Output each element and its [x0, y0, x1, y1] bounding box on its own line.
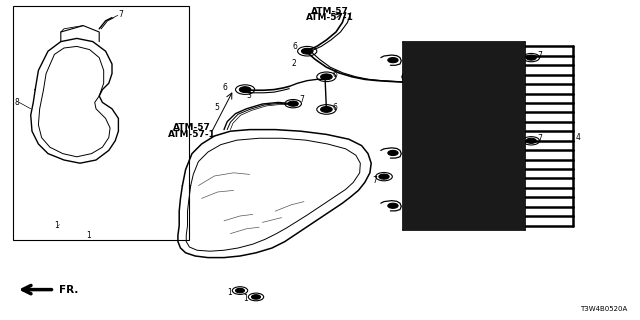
Circle shape: [321, 74, 332, 80]
Circle shape: [95, 231, 104, 236]
Circle shape: [388, 58, 398, 63]
Circle shape: [108, 15, 119, 21]
Text: 5: 5: [214, 103, 220, 112]
Text: 6: 6: [333, 70, 338, 79]
Circle shape: [301, 48, 313, 54]
Text: ATM-57-1: ATM-57-1: [168, 130, 216, 139]
Circle shape: [526, 55, 536, 60]
Circle shape: [526, 138, 536, 143]
Text: ATM-57: ATM-57: [173, 124, 211, 132]
Text: 6: 6: [333, 103, 338, 112]
Text: ATM-57: ATM-57: [310, 7, 349, 16]
Text: 2: 2: [291, 60, 296, 68]
Text: 1: 1: [86, 231, 91, 240]
Circle shape: [388, 203, 398, 208]
Text: 1: 1: [54, 221, 59, 230]
Circle shape: [63, 222, 72, 226]
Text: 7: 7: [538, 51, 543, 60]
Text: 8: 8: [14, 98, 19, 107]
Text: T3W4B0520A: T3W4B0520A: [580, 306, 627, 312]
Text: 7: 7: [372, 176, 378, 185]
Text: 1: 1: [243, 294, 248, 303]
Text: 4: 4: [576, 133, 581, 142]
Circle shape: [252, 295, 260, 299]
Circle shape: [379, 174, 389, 179]
Circle shape: [236, 288, 244, 293]
Bar: [403, 42, 525, 230]
Text: 7: 7: [118, 10, 124, 19]
Text: 6: 6: [292, 42, 297, 51]
Circle shape: [88, 29, 98, 35]
Text: 1: 1: [227, 288, 232, 297]
Circle shape: [239, 87, 251, 92]
Text: ATM-57-1: ATM-57-1: [306, 13, 353, 22]
Text: 7: 7: [538, 134, 543, 143]
Text: 3: 3: [246, 92, 252, 100]
Text: FR.: FR.: [59, 284, 78, 295]
Circle shape: [321, 107, 332, 112]
Text: 6: 6: [223, 83, 228, 92]
Text: 7: 7: [300, 95, 305, 104]
Bar: [13, 6, 189, 240]
Circle shape: [288, 101, 298, 106]
Circle shape: [388, 150, 398, 156]
